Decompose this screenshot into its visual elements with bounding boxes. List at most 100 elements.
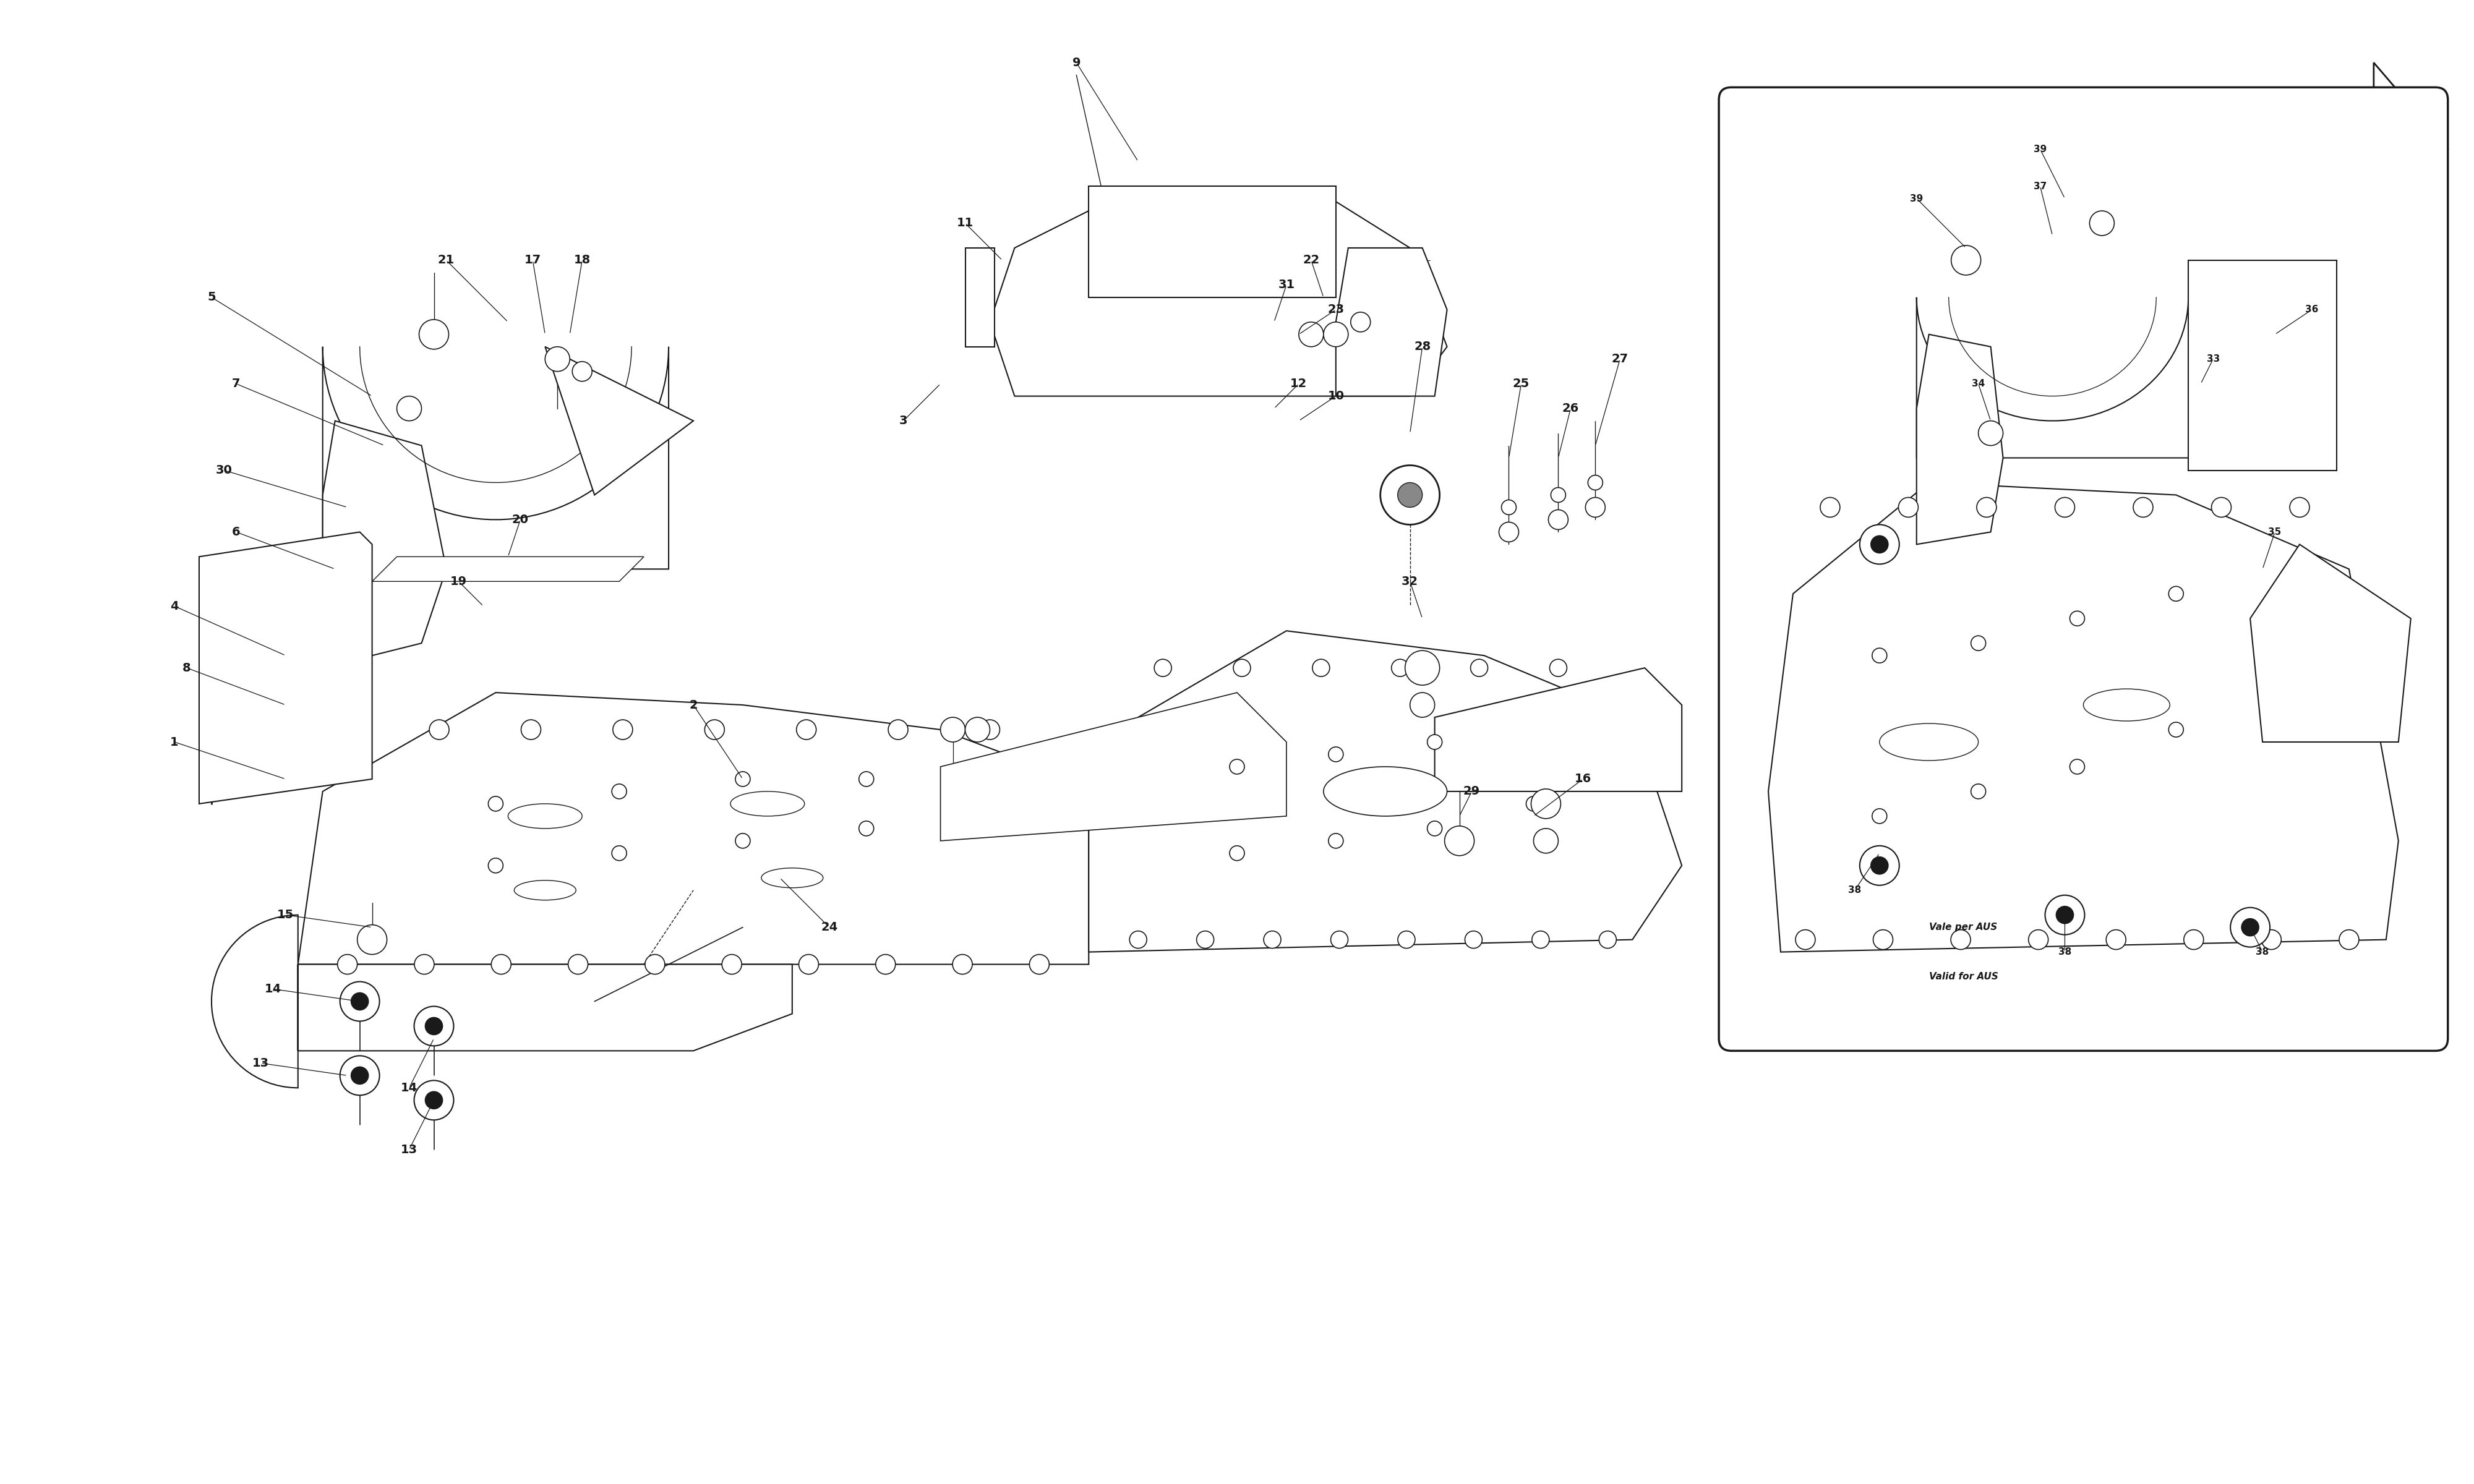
Text: 33: 33 (2207, 355, 2219, 364)
Circle shape (351, 1067, 369, 1085)
Text: 7: 7 (233, 378, 240, 390)
Circle shape (1972, 635, 1987, 650)
Circle shape (1331, 930, 1348, 948)
Circle shape (418, 319, 448, 349)
Circle shape (1549, 659, 1566, 677)
Text: 11: 11 (957, 217, 975, 229)
Circle shape (1299, 322, 1324, 347)
Circle shape (1796, 930, 1816, 950)
Polygon shape (1917, 297, 2189, 459)
Polygon shape (2177, 62, 2447, 236)
Circle shape (2133, 497, 2152, 518)
Circle shape (2071, 760, 2086, 775)
Text: 38: 38 (2058, 947, 2071, 957)
Circle shape (1873, 809, 1888, 824)
Text: 28: 28 (1415, 341, 1430, 353)
Text: 13: 13 (401, 1144, 418, 1156)
Circle shape (1972, 784, 1987, 798)
Circle shape (1131, 930, 1148, 948)
Circle shape (1311, 659, 1329, 677)
Circle shape (940, 717, 965, 742)
Text: 12: 12 (1291, 378, 1306, 390)
Circle shape (569, 954, 589, 974)
Text: 31: 31 (1279, 279, 1294, 291)
Circle shape (1197, 930, 1215, 948)
Text: 26: 26 (1561, 402, 1578, 414)
Text: 2: 2 (690, 699, 698, 711)
Circle shape (2029, 930, 2048, 950)
Polygon shape (990, 186, 1447, 396)
Polygon shape (1917, 334, 2004, 545)
Circle shape (2056, 907, 2073, 923)
Circle shape (952, 954, 972, 974)
Circle shape (611, 784, 626, 798)
Circle shape (1549, 510, 1569, 530)
Circle shape (1860, 846, 1900, 886)
Circle shape (2261, 930, 2281, 950)
Text: 5: 5 (208, 291, 215, 303)
Circle shape (487, 797, 502, 812)
Circle shape (544, 347, 569, 371)
Circle shape (614, 720, 633, 739)
Text: 27: 27 (1611, 353, 1628, 365)
Text: 38: 38 (2256, 947, 2269, 957)
Circle shape (1821, 497, 1841, 518)
FancyBboxPatch shape (1719, 88, 2447, 1051)
Polygon shape (1769, 482, 2397, 953)
Circle shape (858, 821, 873, 835)
Circle shape (1870, 536, 1888, 554)
Polygon shape (1089, 186, 1336, 297)
Circle shape (2170, 723, 2185, 738)
Circle shape (1860, 525, 1900, 564)
Circle shape (1410, 693, 1435, 717)
Circle shape (487, 858, 502, 873)
Circle shape (1977, 497, 1997, 518)
Circle shape (492, 954, 512, 974)
Circle shape (1588, 475, 1603, 490)
Text: 8: 8 (183, 662, 190, 674)
Circle shape (1551, 488, 1566, 503)
Ellipse shape (2083, 689, 2170, 721)
Text: 16: 16 (1573, 773, 1591, 785)
Circle shape (1952, 245, 1982, 275)
Text: 13: 13 (252, 1057, 270, 1068)
Circle shape (1427, 735, 1442, 749)
Circle shape (2046, 895, 2086, 935)
Circle shape (356, 925, 386, 954)
Circle shape (1427, 821, 1442, 835)
Text: 24: 24 (821, 922, 839, 933)
Text: 1: 1 (171, 736, 178, 748)
Circle shape (413, 954, 433, 974)
Polygon shape (213, 916, 297, 1088)
Polygon shape (2189, 260, 2335, 470)
Polygon shape (322, 421, 445, 668)
Circle shape (1465, 930, 1482, 948)
Text: 32: 32 (1403, 576, 1418, 588)
Circle shape (522, 720, 542, 739)
Circle shape (426, 1018, 443, 1034)
Circle shape (1898, 497, 1917, 518)
Circle shape (735, 772, 750, 787)
Circle shape (1873, 649, 1888, 663)
Circle shape (2232, 908, 2271, 947)
Circle shape (1470, 659, 1487, 677)
Circle shape (797, 720, 816, 739)
Ellipse shape (1324, 767, 1447, 816)
Text: 21: 21 (438, 254, 455, 266)
Text: 36: 36 (2306, 306, 2318, 315)
Text: 14: 14 (265, 984, 282, 994)
Circle shape (336, 954, 356, 974)
Circle shape (1526, 797, 1541, 812)
Ellipse shape (1880, 724, 1979, 760)
Polygon shape (1089, 631, 1682, 953)
Text: 34: 34 (1972, 378, 1984, 389)
Circle shape (1405, 650, 1440, 686)
Polygon shape (1435, 668, 1682, 791)
Bar (965, 248, 995, 347)
Circle shape (571, 362, 591, 381)
Circle shape (2291, 497, 2308, 518)
Circle shape (339, 981, 379, 1021)
Polygon shape (198, 531, 371, 804)
Text: 20: 20 (512, 513, 529, 525)
Text: 35: 35 (2269, 527, 2281, 537)
